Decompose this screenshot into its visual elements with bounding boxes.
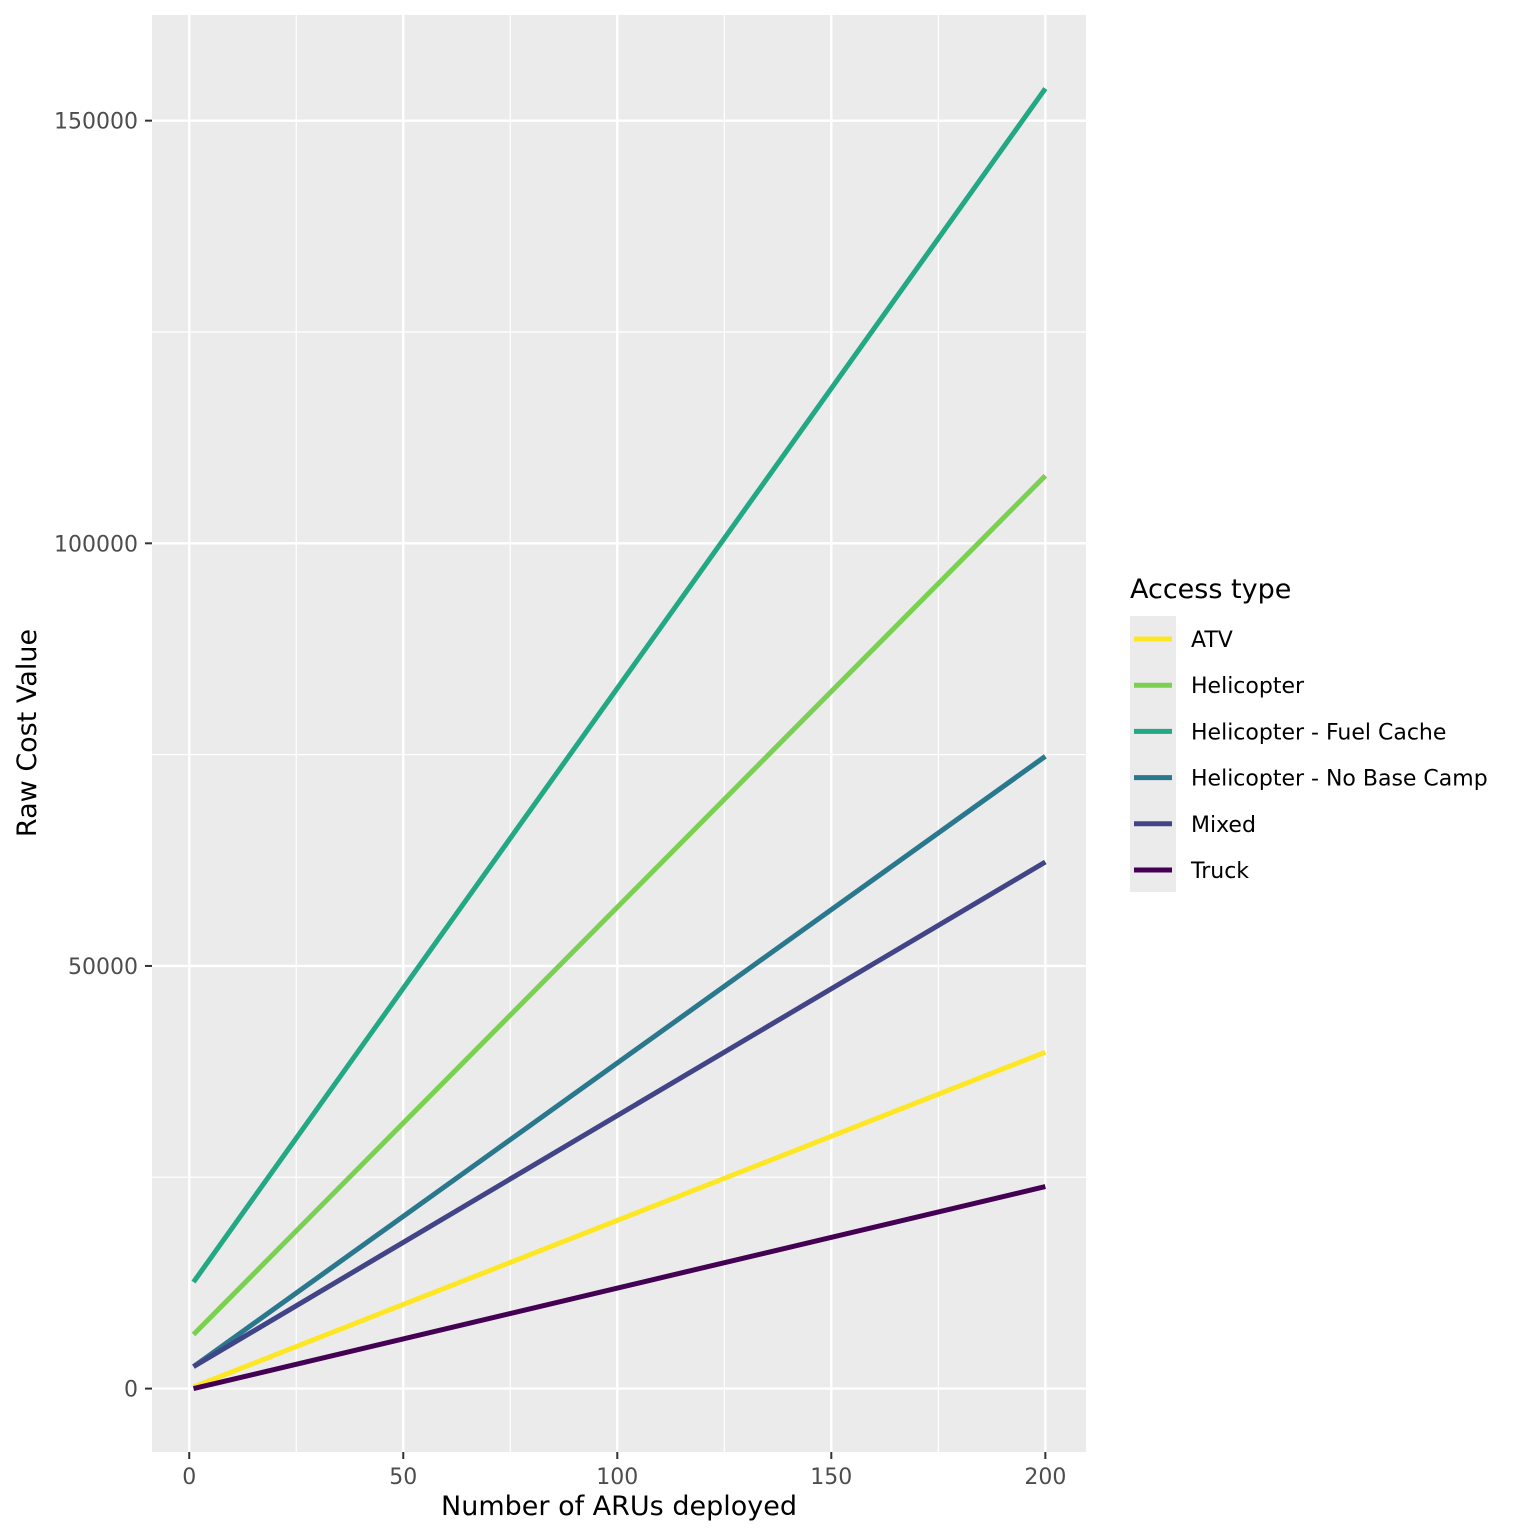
y-axis: 0 50000 100000 150000 bbox=[54, 110, 152, 1403]
series-line bbox=[191, 473, 1048, 1337]
y-tick-label: 150000 bbox=[54, 110, 138, 135]
x-tick-label: 0 bbox=[182, 1465, 196, 1490]
x-tick-label: 100 bbox=[596, 1465, 638, 1490]
x-tick-label: 150 bbox=[810, 1465, 852, 1490]
series-line bbox=[191, 87, 1048, 1284]
y-tick-label: 100000 bbox=[54, 532, 138, 557]
legend-key-background bbox=[1130, 616, 1176, 892]
series-line bbox=[192, 1184, 1046, 1392]
grid-minor bbox=[152, 15, 1086, 1452]
x-axis: 0 50 100 150 200 bbox=[182, 1452, 1066, 1490]
x-tick-label: 50 bbox=[389, 1465, 417, 1490]
legend-title: Access type bbox=[1130, 574, 1291, 605]
series-line bbox=[192, 754, 1047, 1369]
x-axis-title: Number of ARUs deployed bbox=[441, 1491, 797, 1522]
legend-label: Helicopter - No Base Camp bbox=[1191, 767, 1488, 792]
legend-items: ATV Helicopter Helicopter - Fuel Cache Heli… bbox=[1134, 628, 1488, 884]
grid-major bbox=[152, 15, 1086, 1452]
legend-label: Helicopter - Fuel Cache bbox=[1191, 720, 1446, 745]
legend-label: Mixed bbox=[1191, 813, 1256, 838]
legend-label: ATV bbox=[1191, 628, 1233, 653]
legend-label: Helicopter bbox=[1191, 674, 1305, 699]
series-lines bbox=[191, 87, 1048, 1392]
legend-label: Truck bbox=[1190, 859, 1249, 884]
series-line bbox=[192, 859, 1047, 1369]
legend: Access type ATV Helicopter Helicopter - Fu… bbox=[1130, 574, 1488, 892]
y-tick-label: 50000 bbox=[68, 955, 138, 980]
x-tick-label: 200 bbox=[1024, 1465, 1066, 1490]
y-axis-title: Raw Cost Value bbox=[12, 629, 43, 837]
series-line bbox=[192, 1049, 1047, 1390]
y-tick-label: 0 bbox=[124, 1378, 138, 1403]
